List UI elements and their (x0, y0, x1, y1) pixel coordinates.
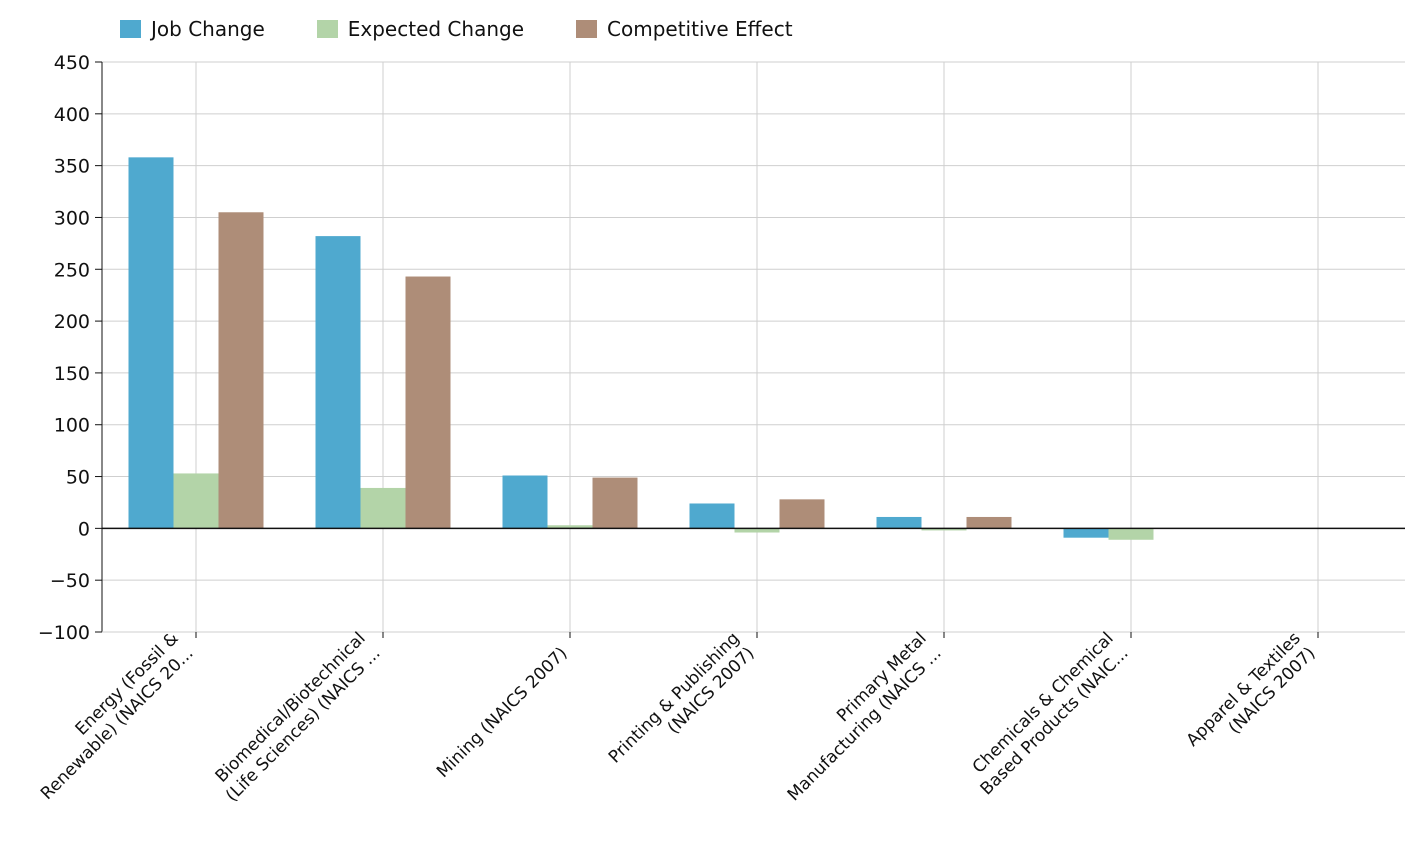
x-tick-label: Printing & Publishing(NAICS 2007) (605, 629, 759, 783)
bar-expected-change-4[interactable] (921, 528, 967, 531)
x-tick-label-line: Chemicals & Chemical (969, 629, 1118, 778)
x-tick-label-line: Renewable) (NAICS 20... (37, 643, 198, 804)
bar-competitive-effect-1[interactable] (405, 276, 451, 529)
legend-item-expected-change[interactable]: Expected Change (316, 17, 525, 41)
bar-competitive-effect-2[interactable] (592, 477, 638, 529)
x-tick-label: Biomedical/Biotechnical(Life Sciences) (… (207, 629, 384, 806)
y-tick-label: 300 (54, 207, 90, 229)
y-tick-label: 100 (54, 415, 90, 437)
y-tick-label: 250 (54, 259, 90, 281)
x-tick-label: Energy (Fossil &Renewable) (NAICS 20... (22, 629, 197, 804)
bar-expected-change-2[interactable] (547, 525, 593, 529)
x-tick-label-line: Biomedical/Biotechnical (212, 629, 370, 787)
y-tick-label: 450 (54, 52, 90, 74)
x-axis-ticks: Energy (Fossil &Renewable) (NAICS 20... B… (22, 628, 1320, 806)
x-tick-label: Primary MetalManufacturing (NAICS ... (769, 629, 946, 806)
chart-bars (128, 157, 1154, 540)
chart-legend: Job Change Expected Change Competitive E… (120, 15, 845, 43)
legend-item-competitive-effect[interactable]: Competitive Effect (576, 17, 793, 41)
bar-job-change-3[interactable] (689, 503, 735, 529)
x-tick-label-line: Manufacturing (NAICS ... (784, 643, 946, 805)
bar-expected-change-3[interactable] (734, 528, 780, 533)
y-tick-label: 50 (66, 467, 90, 489)
legend-swatch-job-change (120, 20, 141, 38)
bar-job-change-5[interactable] (1063, 528, 1109, 538)
x-tick-label-line: Mining (NAICS 2007) (433, 643, 571, 781)
y-tick-label: 0 (78, 518, 90, 540)
y-tick-label: −100 (38, 622, 90, 644)
y-tick-label: 200 (54, 311, 90, 333)
bar-job-change-2[interactable] (502, 475, 548, 529)
bar-competitive-effect-4[interactable] (966, 516, 1012, 529)
x-tick-label-line: (Life Sciences) (NAICS ... (222, 643, 384, 805)
y-tick-label: 150 (54, 363, 90, 385)
legend-label-job-change: Job Change (151, 17, 265, 41)
x-tick-label-line: Printing & Publishing (605, 629, 744, 768)
x-tick-label: Apparel & Textiles(NAICS 2007) (1183, 628, 1320, 765)
bar-competitive-effect-0[interactable] (218, 212, 264, 529)
bar-job-change-4[interactable] (876, 516, 922, 529)
chart-axes (101, 62, 1405, 633)
bar-expected-change-5[interactable] (1108, 528, 1154, 540)
bar-job-change-1[interactable] (315, 236, 361, 529)
y-axis-ticks: −100 −50 0 50 100 150 200 250 300 350 400 450 (38, 52, 102, 644)
bar-competitive-effect-3[interactable] (779, 499, 825, 529)
legend-label-expected-change: Expected Change (347, 17, 525, 41)
chart-grid (102, 61, 1405, 633)
y-tick-label: 350 (54, 156, 90, 178)
legend-label-competitive-effect: Competitive Effect (607, 17, 793, 41)
bar-job-change-0[interactable] (128, 157, 174, 529)
bar-expected-change-0[interactable] (173, 473, 219, 529)
bar-expected-change-1[interactable] (360, 487, 406, 529)
legend-swatch-competitive-effect (576, 20, 598, 38)
x-tick-label-line: Based Products (NAIC... (977, 643, 1133, 799)
y-tick-label: −50 (50, 570, 90, 592)
legend-swatch-expected-change (316, 20, 338, 38)
x-tick-label: Mining (NAICS 2007) (433, 643, 571, 781)
y-tick-label: 400 (54, 104, 90, 126)
legend-item-job-change[interactable]: Job Change (120, 17, 265, 41)
x-tick-label: Chemicals & ChemicalBased Products (NAIC… (962, 629, 1133, 800)
